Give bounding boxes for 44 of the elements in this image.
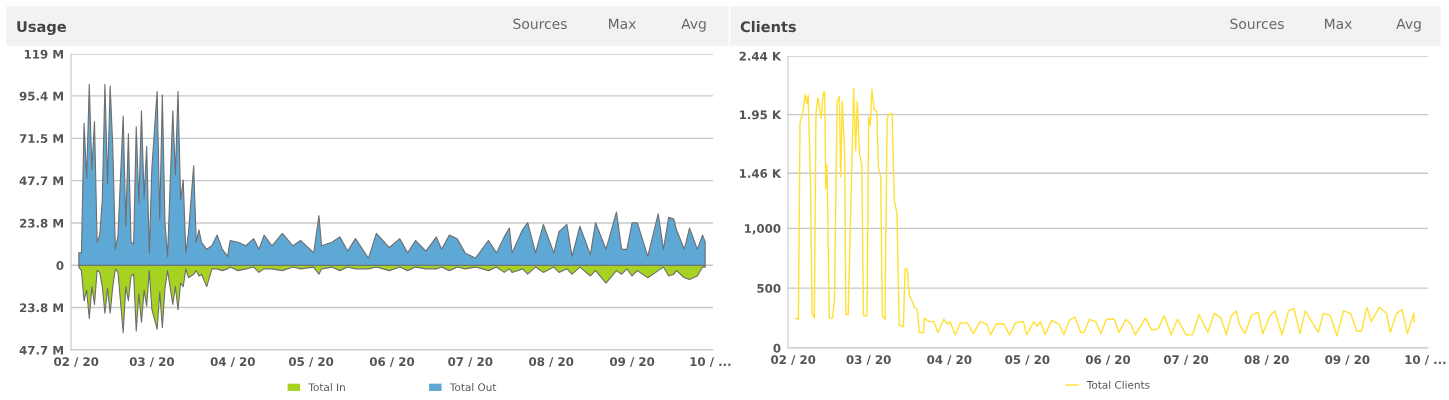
chart-title: Usage — [17, 21, 66, 36]
x-tick-label: 08 / 20 — [529, 357, 574, 368]
x-tick-label: 10 / ... — [690, 357, 731, 368]
y-tick-label: 1.95 K — [740, 110, 782, 120]
y-tick-label: 0 — [56, 261, 64, 270]
text: Max — [1325, 18, 1352, 30]
y-tick-label: 95.4 M — [19, 91, 63, 101]
chart-title: Clients — [740, 20, 796, 33]
x-tick-label: 04 / 20 — [210, 357, 255, 368]
text: Max — [609, 18, 636, 30]
y-tick-label: 500 — [757, 283, 781, 293]
x-tick-label: 05 / 20 — [1005, 355, 1050, 366]
y-tick-label: 2.44 K — [739, 51, 782, 61]
x-tick-label: 09 / 20 — [609, 357, 655, 368]
x-tick-label: 03 / 20 — [129, 357, 175, 368]
text: Sources — [513, 18, 567, 30]
y-tick-label: 47.7 M — [19, 345, 63, 355]
text: Sources — [1230, 18, 1284, 30]
legend-label: Total Out — [449, 383, 497, 392]
y-tick-label: 1.46 K — [740, 169, 782, 178]
line-series — [794, 87, 1416, 337]
x-tick-label: 06 / 20 — [1085, 355, 1131, 366]
legend-label: Total Clients — [1086, 380, 1150, 389]
y-tick-label: 1,000 — [745, 224, 781, 235]
y-tick-label: 71.5 M — [19, 134, 63, 143]
x-tick-label: 09 / 20 — [1325, 355, 1370, 366]
x-tick-label: 02 / 20 — [771, 355, 816, 366]
x-tick-label: 07 / 20 — [448, 357, 493, 368]
text: Avg — [681, 18, 706, 32]
x-tick-label: 03 / 20 — [846, 355, 891, 366]
y-tick-label: 0 — [773, 343, 781, 353]
y-tick-label: 23.8 M — [20, 303, 63, 313]
x-tick-label: 07 / 20 — [1163, 355, 1209, 366]
y-tick-label: 23.8 M — [20, 218, 63, 228]
y-tick-label: 47.7 M — [19, 176, 63, 186]
x-tick-label: 10 / ... — [1405, 355, 1446, 366]
x-tick-label: 08 / 20 — [1244, 355, 1289, 366]
x-tick-label: 02 / 20 — [54, 357, 99, 368]
legend-label: Total In — [308, 383, 345, 392]
x-tick-label: 04 / 20 — [927, 355, 972, 366]
y-tick-label: 119 M — [24, 49, 63, 59]
text: Avg — [1396, 18, 1421, 32]
x-tick-label: 06 / 20 — [369, 357, 415, 368]
x-tick-label: 05 / 20 — [288, 357, 334, 368]
